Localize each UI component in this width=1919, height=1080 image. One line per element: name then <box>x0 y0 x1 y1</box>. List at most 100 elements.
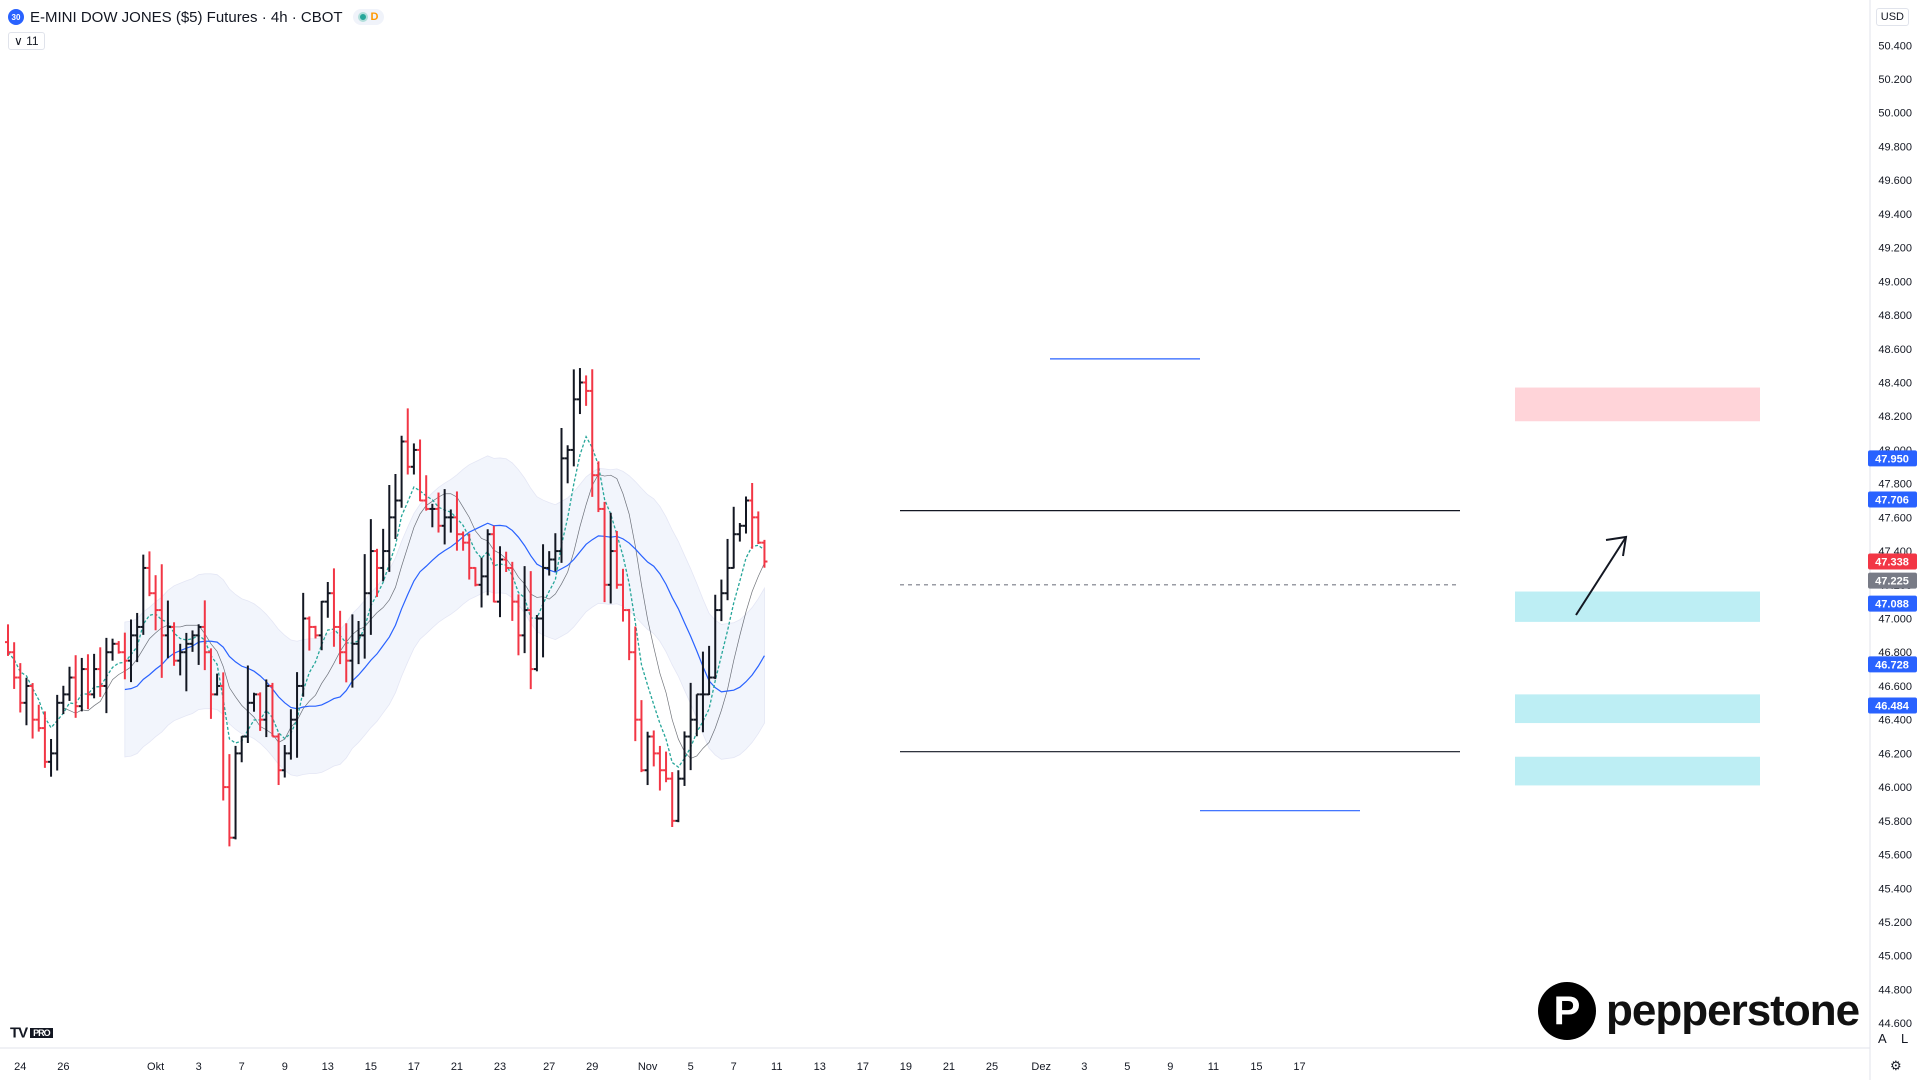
ohlc-bar <box>626 608 633 661</box>
ohlc-bar <box>644 731 651 786</box>
price-tick-label: 49.400 <box>1878 209 1912 221</box>
ohlc-bar <box>613 530 620 589</box>
ohlc-bar <box>60 685 67 715</box>
ohlc-bar <box>361 554 368 659</box>
ohlc-bar <box>257 692 264 731</box>
price-tick-label: 45.800 <box>1878 816 1912 828</box>
ohlc-bar <box>5 624 11 656</box>
ohlc-bar <box>35 704 42 732</box>
currency-selector[interactable]: USD <box>1875 8 1909 26</box>
ohlc-bar <box>146 551 153 597</box>
ohlc-bar <box>281 745 288 778</box>
ohlc-bar <box>417 439 424 502</box>
slow-ma-line <box>63 473 765 759</box>
log-scale-button[interactable]: L <box>1901 1031 1909 1046</box>
ohlc-bar <box>207 648 214 719</box>
ohlc-bar <box>23 677 30 726</box>
price-tick-label: 45.200 <box>1878 917 1912 929</box>
symbol-title[interactable]: E-MINI DOW JONES ($5) Futures · 4h · CBO… <box>30 8 343 26</box>
ohlc-bar <box>589 369 596 497</box>
market-status[interactable]: D <box>352 9 384 25</box>
price-tick-label: 46.400 <box>1878 715 1912 727</box>
price-tag-bg <box>1868 553 1917 570</box>
ohlc-bar <box>503 551 510 572</box>
chart-header: 30 E-MINI DOW JONES ($5) Futures · 4h · … <box>8 6 384 28</box>
ohlc-bar <box>195 624 202 665</box>
price-tick-label: 46.600 <box>1878 681 1912 693</box>
ohlc-bar <box>66 666 73 701</box>
ohlc-bar <box>183 632 190 692</box>
tradingview-logo[interactable]: TV PRO <box>10 1024 53 1042</box>
ohlc-bar <box>263 679 270 738</box>
supply-zone <box>1515 387 1760 422</box>
ohlc-bar <box>546 551 553 576</box>
ohlc-bar <box>527 571 534 690</box>
ohlc-bar <box>497 546 503 618</box>
indicators-toggle[interactable]: ∨ 11 <box>8 32 45 50</box>
ohlc-bar <box>736 523 743 542</box>
ohlc-bar <box>121 632 128 680</box>
ohlc-bar <box>189 630 196 652</box>
time-tick-label: Okt <box>147 1061 164 1073</box>
ohlc-bar <box>177 643 184 676</box>
ohlc-bar <box>48 738 55 777</box>
tv-pro-badge: PRO <box>30 1028 53 1039</box>
ohlc-bar <box>699 651 706 733</box>
ohlc-bar <box>595 461 602 513</box>
price-tick-label: 46.000 <box>1878 782 1912 794</box>
ohlc-bar <box>324 581 331 618</box>
ohlc-bar <box>583 375 590 406</box>
ohlc-bars <box>5 368 768 847</box>
ohlc-bar <box>693 693 700 737</box>
price-tick-label: 49.200 <box>1878 243 1912 255</box>
price-tick-label: 49.600 <box>1878 175 1912 187</box>
time-tick-label: Dez <box>1031 1061 1051 1073</box>
ohlc-bar <box>447 509 454 533</box>
ohlc-bar <box>214 673 221 696</box>
price-tag: 47.088 <box>1868 595 1917 612</box>
ohlc-bar <box>97 647 104 697</box>
time-tick-label: 29 <box>586 1061 598 1073</box>
price-tick-label: 45.000 <box>1878 951 1912 963</box>
price-tag: 47.950 <box>1868 450 1917 467</box>
ohlc-bar <box>453 491 460 551</box>
auto-scale-button[interactable]: A <box>1878 1031 1887 1046</box>
time-tick-label: 11 <box>1208 1061 1219 1073</box>
ohlc-bar <box>552 533 559 572</box>
ohlc-bar <box>472 566 479 587</box>
price-tag-bg <box>1868 697 1917 714</box>
gear-icon[interactable]: ⚙ <box>1890 1058 1902 1073</box>
ohlc-bar <box>706 645 713 696</box>
time-axis[interactable]: 24 26 Okt 3 7 9 13 15 17 21 23 27 29 Nov 5 7 11 13 17 19 21 2… <box>14 1061 1305 1073</box>
ohlc-bar <box>533 615 540 672</box>
ohlc-bar <box>620 568 626 622</box>
symbol-badge[interactable]: 30 <box>8 9 24 25</box>
ohlc-bar <box>201 600 208 671</box>
price-tick-label: 46.200 <box>1878 748 1912 760</box>
arrow-head-icon <box>1605 535 1628 557</box>
ohlc-bar <box>72 655 79 718</box>
ohlc-bar <box>158 564 165 678</box>
ohlc-bar <box>558 428 565 563</box>
time-tick-label: 3 <box>196 1061 202 1073</box>
ohlc-bar <box>730 506 737 569</box>
time-tick-label: 25 <box>986 1061 998 1073</box>
ohlc-bar <box>54 694 61 771</box>
ohlc-bar <box>521 566 528 654</box>
price-tag-bg <box>1868 450 1917 467</box>
time-tick-label: 26 <box>57 1061 69 1073</box>
time-tick-label: 21 <box>943 1061 955 1073</box>
ohlc-bar <box>306 616 313 651</box>
tv-logo-text: TV <box>10 1024 28 1042</box>
moving-averages <box>7 435 765 769</box>
time-tick-label: 15 <box>365 1061 377 1073</box>
price-tick-label: 44.800 <box>1878 984 1912 996</box>
ohlc-bar <box>749 482 756 549</box>
price-tick-label: 49.000 <box>1878 276 1912 288</box>
price-tick-label: 47.000 <box>1878 614 1912 626</box>
time-tick-label: 13 <box>322 1061 334 1073</box>
ohlc-bar <box>570 369 577 467</box>
indicator-count: 11 <box>26 34 39 48</box>
